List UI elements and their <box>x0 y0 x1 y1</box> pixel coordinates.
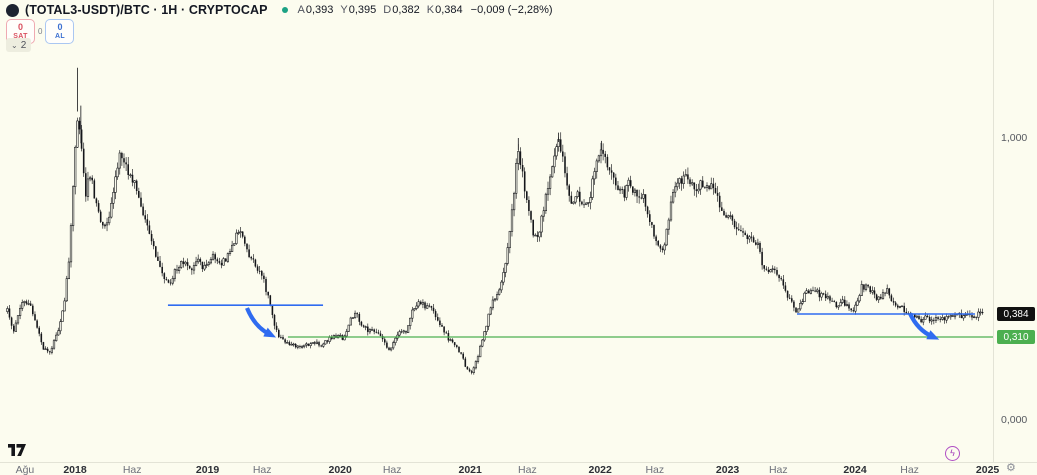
time-axis[interactable]: Ağu 2018 Haz 2019 Haz 2020 Haz 2021 Haz 2022 Haz 20… <box>0 463 1000 475</box>
buy-qty: 0 <box>57 22 63 32</box>
spread-value: 0 <box>38 27 43 36</box>
arrow-down-blue-1[interactable] <box>245 307 277 338</box>
time-axis-label: 2020 <box>328 464 352 475</box>
price-axis-border <box>993 0 994 462</box>
time-axis-label: 2019 <box>195 464 220 475</box>
symbol-header[interactable]: (TOTAL3-USDT)/BTC · 1H · CRYPTOCAP A0,39… <box>6 2 553 18</box>
support-level-tag[interactable]: 0,310 <box>997 330 1035 344</box>
time-axis-label: 2023 <box>715 464 740 475</box>
boost-icon[interactable]: ϟ <box>945 446 960 461</box>
chevron-down-icon: ⌄ <box>11 40 18 50</box>
time-axis-label: Haz <box>768 464 788 475</box>
sell-qty: 0 <box>17 22 23 32</box>
last-price-tag[interactable]: 0,384 <box>997 307 1035 321</box>
candles-series <box>6 67 984 375</box>
price-change: −0,009 (−2,28%) <box>470 4 553 16</box>
time-axis-label: Haz <box>645 464 665 475</box>
symbol-logo-icon <box>6 3 19 17</box>
buy-label: AL <box>54 33 65 40</box>
price-tick-bottom: 0,000 <box>1001 414 1028 426</box>
object-tree-badge[interactable]: ⌄ 2 <box>6 38 32 52</box>
tradingview-logo-icon[interactable] <box>7 443 27 457</box>
time-axis-label: Ağu <box>15 464 35 475</box>
sell-label: SAT <box>13 33 28 40</box>
price-tick-top: 1,000 <box>1001 132 1028 144</box>
time-axis-label: 2025 <box>975 464 1000 475</box>
trade-panel: 0 SAT 0 0 AL <box>6 19 75 44</box>
time-axis-label: Haz <box>122 464 142 475</box>
symbol-title[interactable]: (TOTAL3-USDT)/BTC · 1H · CRYPTOCAP <box>25 3 268 17</box>
settings-gear-icon[interactable]: ⚙ <box>1006 462 1016 474</box>
object-count: 2 <box>20 39 27 51</box>
buy-button[interactable]: 0 AL <box>45 19 75 44</box>
time-axis-label: Haz <box>518 464 537 475</box>
time-axis-border <box>0 462 1037 463</box>
time-axis-label: Haz <box>382 464 402 475</box>
time-axis-label: Haz <box>900 464 919 475</box>
time-axis-label: 2024 <box>843 464 867 475</box>
chart-drawings[interactable] <box>167 304 993 340</box>
market-status-icon <box>281 7 288 13</box>
arrow-down-blue-2[interactable] <box>908 312 940 340</box>
time-axis-label: 2018 <box>63 464 87 475</box>
time-axis-label: Haz <box>252 464 272 475</box>
time-axis-label: 2021 <box>458 464 482 475</box>
ohlc-values: A0,393 Y0,395 D0,382 K0,384 <box>297 4 463 16</box>
time-axis-label: 2022 <box>588 464 612 475</box>
